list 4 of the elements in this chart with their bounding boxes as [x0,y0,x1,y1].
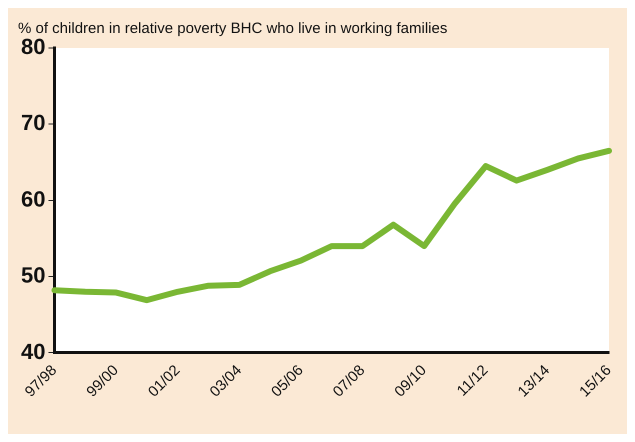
y-tick-label: 70 [20,110,46,136]
y-tick-label: 50 [20,262,46,288]
y-tick-label: 40 [20,338,46,364]
y-tick-label: 60 [20,186,46,212]
